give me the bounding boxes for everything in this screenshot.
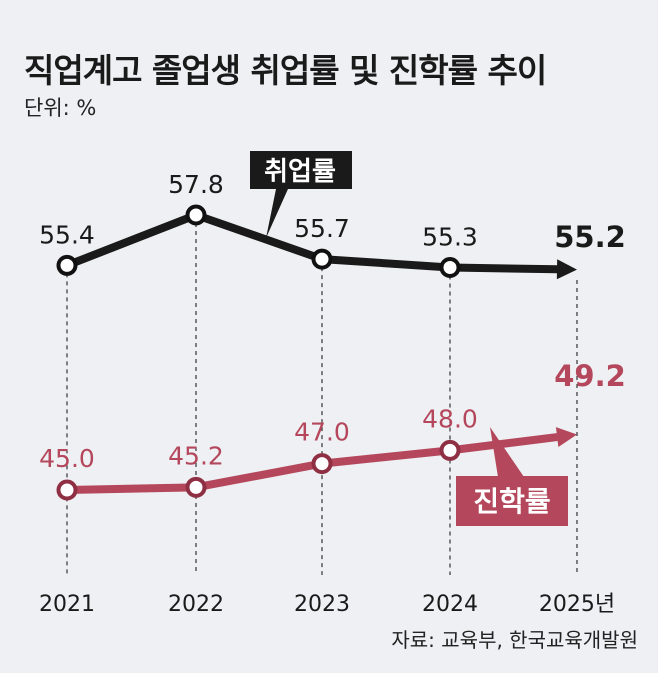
data-label-0-2: 55.7: [294, 214, 350, 243]
marker-0-0: [56, 254, 78, 276]
x-tick-2024: 2024: [422, 592, 478, 617]
series-arrow-1: [555, 427, 577, 447]
chart-title: 직업계고 졸업생 취업률 및 진학률 추이: [24, 51, 547, 90]
data-label-0-1: 57.8: [168, 170, 224, 199]
x-tick-labels: 2021 2022 2023 2024 2025년: [39, 592, 615, 617]
series-markers: [56, 204, 461, 501]
legend-label-employment: 취업률: [264, 157, 336, 187]
source-note: 자료: 교육부, 한국교육개발원: [391, 628, 638, 652]
legend-callout-advancement: [456, 427, 568, 526]
data-label-1-2: 47.0: [294, 418, 350, 447]
data-label-0-0: 55.4: [39, 220, 95, 249]
marker-1-3: [439, 439, 461, 461]
x-tick-2023: 2023: [294, 592, 350, 617]
data-label-0-3: 55.3: [422, 223, 478, 252]
data-label-0-4: 55.2: [554, 220, 626, 254]
marker-0-2: [311, 248, 333, 270]
marker-1-2: [311, 453, 333, 475]
data-labels: 55.4 57.8 55.7 55.3 55.2 45.0 45.2 47.0 48.0 49.2: [39, 170, 626, 473]
marker-1-0: [56, 479, 78, 501]
unit-label: 단위: %: [24, 96, 97, 120]
legend-label-advancement: 진학률: [473, 485, 550, 518]
data-label-1-4: 49.2: [554, 359, 626, 393]
data-label-1-1: 45.2: [168, 441, 224, 470]
x-tick-2025년: 2025년: [539, 592, 615, 617]
vertical-guides: [66, 215, 578, 575]
x-tick-2022: 2022: [168, 592, 224, 617]
series-arrow-0: [556, 259, 577, 280]
marker-1-1: [185, 476, 207, 498]
x-tick-2021: 2021: [39, 592, 95, 617]
marker-0-3: [439, 257, 461, 278]
data-label-1-0: 45.0: [39, 444, 95, 473]
data-label-1-3: 48.0: [422, 404, 478, 433]
marker-0-1: [185, 204, 207, 226]
legend-callout-employment: [250, 151, 352, 238]
